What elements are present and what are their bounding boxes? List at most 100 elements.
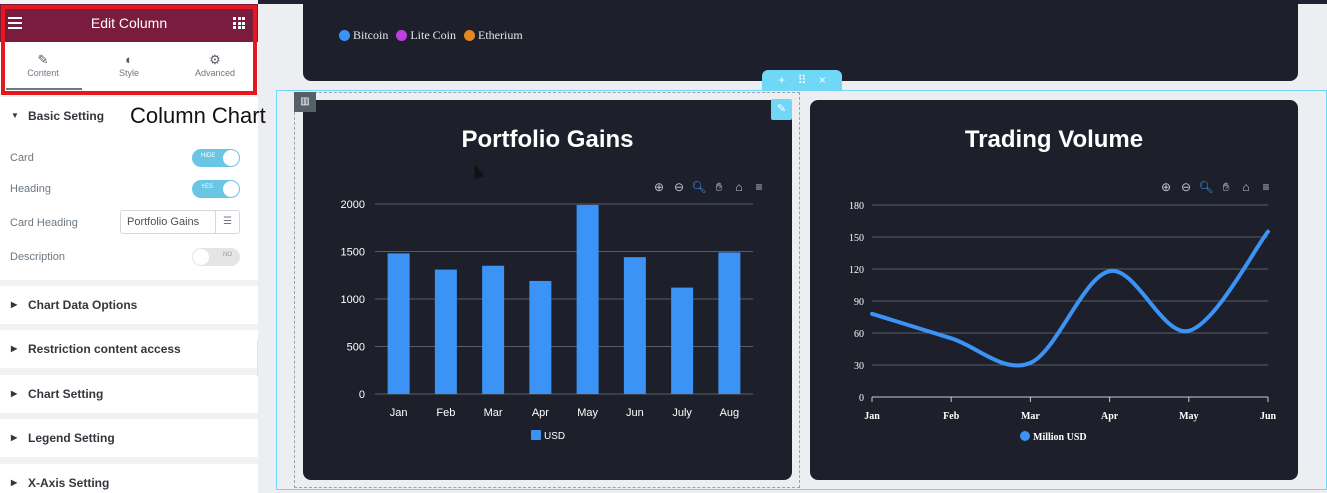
top-chart-card: 2017 2018 2019 2020 2021 2022 Bitcoin Li… <box>303 0 1298 81</box>
description-toggle[interactable]: NO <box>192 248 240 266</box>
caret-right-icon: ▶ <box>11 389 18 398</box>
dynamic-tags-icon[interactable]: ☰ <box>216 210 240 234</box>
zoom-out-icon[interactable]: ⊖ <box>1180 180 1192 194</box>
chart-menu-icon[interactable]: ≡ <box>755 180 763 194</box>
legend-label: Lite Coin <box>410 28 457 42</box>
card-heading-row: Card Heading Portfolio Gains ☰ <box>10 210 240 234</box>
caret-right-icon: ▶ <box>11 478 18 487</box>
x-tick-label: Jun <box>626 407 644 419</box>
caret-right-icon: ▶ <box>11 433 18 442</box>
trading-volume-chart: 0 30 60 90 120 150 180 Jan Feb Mar Apr May Jun Millio… <box>849 201 1276 443</box>
y-tick-label: 2000 <box>341 199 365 211</box>
tab-label: Style <box>118 68 139 78</box>
tab-content[interactable]: ✎ Content <box>0 42 86 92</box>
bar <box>623 257 646 394</box>
y-tick-label: 180 <box>849 201 864 212</box>
portfolio-gains-chart: 0 500 1000 1500 2000 Jan Feb Mar Apr May Jun July Au… <box>341 199 753 442</box>
section-label: Chart Data Options <box>28 298 138 312</box>
section-basic-setting[interactable]: ▼ Basic Setting <box>0 97 258 135</box>
section-legend-setting[interactable]: ▶ Legend Setting <box>0 419 258 457</box>
x-tick-label: Feb <box>943 411 960 422</box>
section-label: Restriction content access <box>28 342 181 356</box>
edit-widget-pencil-icon[interactable]: ✎ <box>771 99 792 120</box>
tab-label: Content <box>27 68 59 78</box>
x-tick-label: Jan <box>864 411 880 422</box>
heading-row: Heading YES <box>10 180 240 198</box>
section-chart-data-options[interactable]: ▶ Chart Data Options <box>0 286 258 324</box>
gear-icon: ⚙ <box>209 52 221 67</box>
widgets-grid-icon[interactable] <box>233 17 245 29</box>
legend-swatch <box>1020 431 1030 441</box>
chart-toolbar: ⊕ ⊖ 🔍︎ ✋︎ ⌂ ≡ <box>651 180 767 195</box>
pan-hand-icon[interactable]: ✋︎ <box>1222 180 1230 194</box>
column-handle-icon[interactable]: ▥ <box>294 92 316 112</box>
pan-hand-icon[interactable]: ✋︎ <box>715 180 723 194</box>
hamburger-menu-icon[interactable] <box>8 17 22 29</box>
toggle-text: YES <box>201 184 214 190</box>
x-tick-label: Mar <box>484 407 503 419</box>
x-tick-label: Apr <box>1101 411 1119 422</box>
section-chart-setting[interactable]: ▶ Chart Setting <box>0 375 258 413</box>
card-heading-label: Card Heading <box>10 217 78 229</box>
reset-home-icon[interactable]: ⌂ <box>735 180 743 194</box>
column-outline <box>294 92 800 488</box>
section-label: Legend Setting <box>28 431 115 445</box>
section-label: Chart Setting <box>28 387 104 401</box>
heading-toggle[interactable]: YES <box>192 180 240 198</box>
tab-advanced[interactable]: ⚙ Advanced <box>172 42 258 92</box>
y-tick-label: 1500 <box>341 247 365 259</box>
bar <box>482 265 505 394</box>
move-section-icon[interactable]: ⠿ <box>797 73 807 87</box>
y-tick-label: 120 <box>849 265 864 276</box>
y-tick-label: 1000 <box>341 294 365 306</box>
card-toggle[interactable]: HIDE <box>192 149 240 167</box>
y-tick-label: 150 <box>849 233 864 244</box>
legend-label: Bitcoin <box>353 28 389 42</box>
section-label: Basic Setting <box>28 109 105 123</box>
panel-header: Edit Column <box>0 4 258 42</box>
section-label: X-Axis Setting <box>28 476 110 490</box>
series-line <box>870 229 1270 368</box>
legend-dot <box>464 30 476 41</box>
section-restriction[interactable]: ▶ Restriction content access <box>0 330 258 368</box>
legend-label: Million USD <box>1033 432 1087 443</box>
y-tick-label: 0 <box>859 393 864 404</box>
legend-item[interactable]: Lite Coin <box>396 28 456 43</box>
card-heading-input[interactable]: Portfolio Gains <box>120 210 216 234</box>
bar <box>576 204 599 394</box>
bar <box>671 287 694 394</box>
x-tick-label: Mar <box>1021 411 1040 422</box>
bar <box>529 280 552 394</box>
x-tick-label: Feb <box>436 407 455 419</box>
zoom-in-icon[interactable]: ⊕ <box>1160 180 1172 194</box>
zoom-out-icon[interactable]: ⊖ <box>673 180 685 194</box>
x-tick-label: Aug <box>720 407 740 419</box>
selection-zoom-icon[interactable]: 🔍︎ <box>1198 180 1214 194</box>
top-chart-legend: Bitcoin Lite Coin Etherium <box>339 28 523 43</box>
legend-item[interactable]: Bitcoin <box>339 28 388 43</box>
zoom-in-icon[interactable]: ⊕ <box>653 180 665 194</box>
reset-home-icon[interactable]: ⌂ <box>1242 180 1250 194</box>
portfolio-gains-card: Portfolio Gains ⊕ ⊖ 🔍︎ ✋︎ ⌂ ≡ 0 500 1000 15… <box>303 100 792 480</box>
y-tick-label: 30 <box>854 361 864 372</box>
x-tick-label: July <box>672 407 692 419</box>
section-xaxis-setting[interactable]: ▶ X-Axis Setting <box>0 464 258 493</box>
add-section-icon[interactable]: + <box>778 73 786 87</box>
tab-label: Advanced <box>194 68 236 78</box>
selection-zoom-icon[interactable]: 🔍︎ <box>691 180 707 194</box>
panel-tabs: ✎ Content ◐ Style ⚙ Advanced <box>0 42 258 92</box>
close-section-icon[interactable]: × <box>818 73 826 87</box>
tab-style[interactable]: ◐ Style <box>86 42 172 92</box>
trading-volume-card: Trading Volume ⊕ ⊖ 🔍︎ ✋︎ ⌂ ≡ 0 30 60 90 120 1… <box>810 100 1298 480</box>
pencil-icon: ✎ <box>37 52 49 67</box>
legend-item[interactable]: Etherium <box>464 28 523 43</box>
card-row: Card HIDE <box>10 149 240 167</box>
x-tick-label: May <box>1179 411 1198 422</box>
chart-menu-icon[interactable]: ≡ <box>1262 180 1270 194</box>
caret-down-icon: ▼ <box>11 111 19 120</box>
toggle-text: HIDE <box>201 153 216 159</box>
y-tick-label: 60 <box>854 329 864 340</box>
bar <box>718 252 741 394</box>
legend-dot <box>339 30 350 41</box>
half-circle-icon: ◐ <box>125 52 133 67</box>
